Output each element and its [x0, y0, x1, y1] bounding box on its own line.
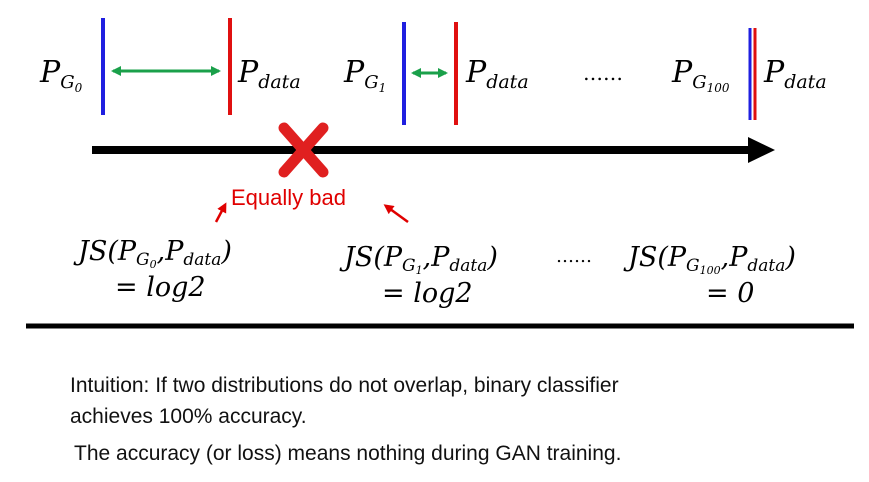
- intuition-line-1: Intuition: If two distributions do not o…: [70, 374, 619, 397]
- equally-bad-label: Equally bad: [231, 185, 346, 210]
- js-result-1: = log2: [382, 278, 473, 309]
- p-data-label-0: Pdata: [237, 55, 301, 93]
- p-data-label-1: Pdata: [465, 55, 529, 93]
- accuracy-note: The accuracy (or loss) means nothing dur…: [74, 442, 622, 465]
- cross-icon: [278, 122, 329, 178]
- top-ellipsis: ……: [583, 61, 623, 85]
- p-g0-label: PG0: [39, 55, 83, 95]
- js-result-100: = 0: [706, 278, 754, 309]
- js-result-0: = log2: [115, 272, 206, 303]
- js-formula-0: JS(PG0,Pdata): [73, 236, 232, 271]
- mid-ellipsis: ……: [556, 246, 592, 267]
- callout-arrow-right: [383, 204, 409, 224]
- intuition-line-2: achieves 100% accuracy.: [70, 405, 307, 428]
- js-formula-1: JS(PG1,Pdata): [339, 242, 498, 277]
- p-data-label-100: Pdata: [763, 55, 827, 93]
- js-formula-100: JS(PG100,Pdata): [623, 242, 796, 277]
- timeline-arrowhead: [748, 137, 775, 163]
- p-g100-label: PG100: [671, 55, 730, 95]
- p-g1-label: PG1: [343, 55, 386, 95]
- callout-arrow-left: [214, 202, 227, 223]
